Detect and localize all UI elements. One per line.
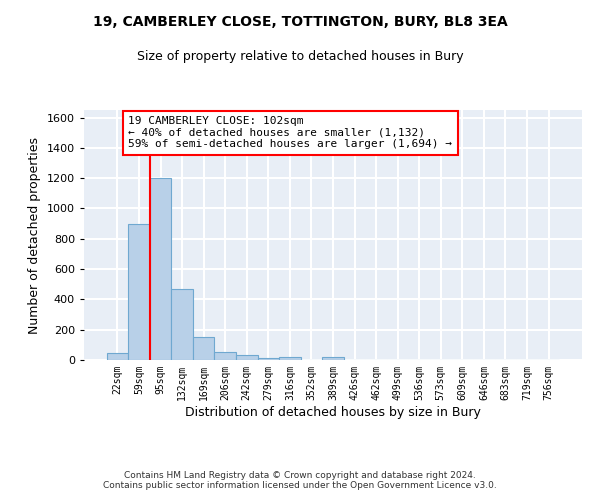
- Y-axis label: Number of detached properties: Number of detached properties: [28, 136, 41, 334]
- Bar: [107, 353, 128, 360]
- Bar: [128, 224, 150, 360]
- Bar: [214, 352, 236, 360]
- Bar: [150, 178, 172, 360]
- Text: Size of property relative to detached houses in Bury: Size of property relative to detached ho…: [137, 50, 463, 63]
- Bar: [236, 356, 257, 360]
- Text: 19 CAMBERLEY CLOSE: 102sqm
← 40% of detached houses are smaller (1,132)
59% of s: 19 CAMBERLEY CLOSE: 102sqm ← 40% of deta…: [128, 116, 452, 150]
- X-axis label: Distribution of detached houses by size in Bury: Distribution of detached houses by size …: [185, 406, 481, 418]
- Bar: [172, 289, 193, 360]
- Bar: [257, 358, 279, 360]
- Bar: [322, 357, 344, 360]
- Text: Contains HM Land Registry data © Crown copyright and database right 2024.
Contai: Contains HM Land Registry data © Crown c…: [103, 470, 497, 490]
- Bar: [193, 338, 214, 360]
- Text: 19, CAMBERLEY CLOSE, TOTTINGTON, BURY, BL8 3EA: 19, CAMBERLEY CLOSE, TOTTINGTON, BURY, B…: [92, 15, 508, 29]
- Bar: [279, 357, 301, 360]
